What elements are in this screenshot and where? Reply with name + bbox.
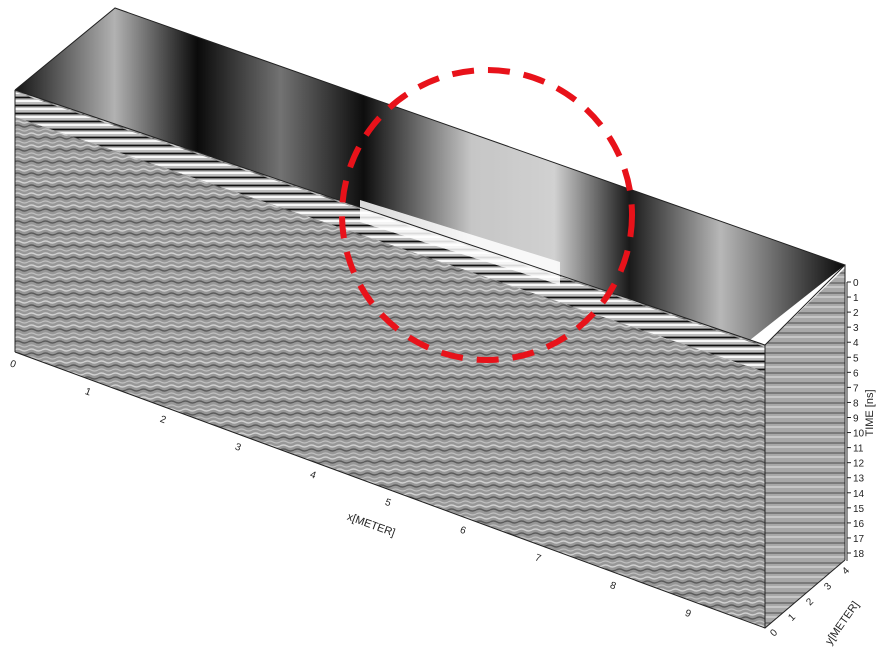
bottom-edge (14, 351, 846, 629)
time-tick-label: 15 (853, 504, 865, 515)
x-tick-label: 4 (308, 469, 317, 481)
anomaly-highlight-circle (339, 67, 635, 363)
time-axis-label: TIME [ns] (864, 389, 876, 436)
y-tick-label: 0 (768, 627, 780, 639)
anomaly-bright-zone (360, 200, 560, 285)
time-tick-label: 6 (853, 368, 859, 379)
time-tick-label: 16 (853, 519, 865, 530)
x-tick-label: 6 (458, 525, 467, 537)
x-tick-label: 8 (608, 580, 617, 592)
top-face (15, 8, 845, 340)
time-tick-label: 2 (853, 308, 859, 319)
top-face-shade (15, 8, 845, 340)
y-tick-label: 3 (822, 581, 834, 593)
time-tick-label: 1 (853, 293, 859, 304)
front-face (15, 90, 765, 628)
time-tick-label: 12 (853, 459, 865, 470)
time-tick-label: 3 (853, 323, 859, 334)
y-axis-label: y[METER] (823, 599, 862, 647)
reflector-band (15, 92, 765, 372)
x-tick-label: 5 (383, 497, 392, 509)
x-axis: 0 1 2 3 4 5 6 7 8 9 (8, 359, 692, 621)
time-tick-label: 4 (853, 338, 859, 349)
y-tick-label: 4 (840, 565, 852, 577)
x-tick-label: 0 (8, 359, 17, 371)
time-tick-label: 5 (853, 353, 859, 364)
time-tick-label: 8 (853, 398, 859, 409)
time-tick-label: 9 (853, 414, 859, 425)
x-tick-label: 7 (533, 552, 542, 564)
time-tick-label: 13 (853, 474, 865, 485)
time-tick-label: 17 (853, 534, 865, 545)
x-tick-label: 9 (683, 608, 692, 620)
time-tick-label: 14 (853, 489, 865, 500)
x-tick-label: 2 (158, 414, 167, 426)
front-face-shading (15, 90, 765, 628)
time-tick-label: 7 (853, 383, 859, 394)
time-tick-label: 0 (853, 278, 859, 289)
x-axis-label: x[METER] (345, 511, 396, 539)
y-tick-label: 2 (804, 596, 816, 608)
time-tick-label: 10 (853, 429, 865, 440)
time-tick-label: 18 (853, 549, 865, 560)
time-tick-label: 11 (853, 444, 864, 455)
x-tick-label: 3 (233, 442, 242, 454)
y-tick-label: 1 (786, 612, 798, 624)
x-tick-label: 1 (83, 386, 92, 398)
right-side-face (765, 268, 845, 628)
